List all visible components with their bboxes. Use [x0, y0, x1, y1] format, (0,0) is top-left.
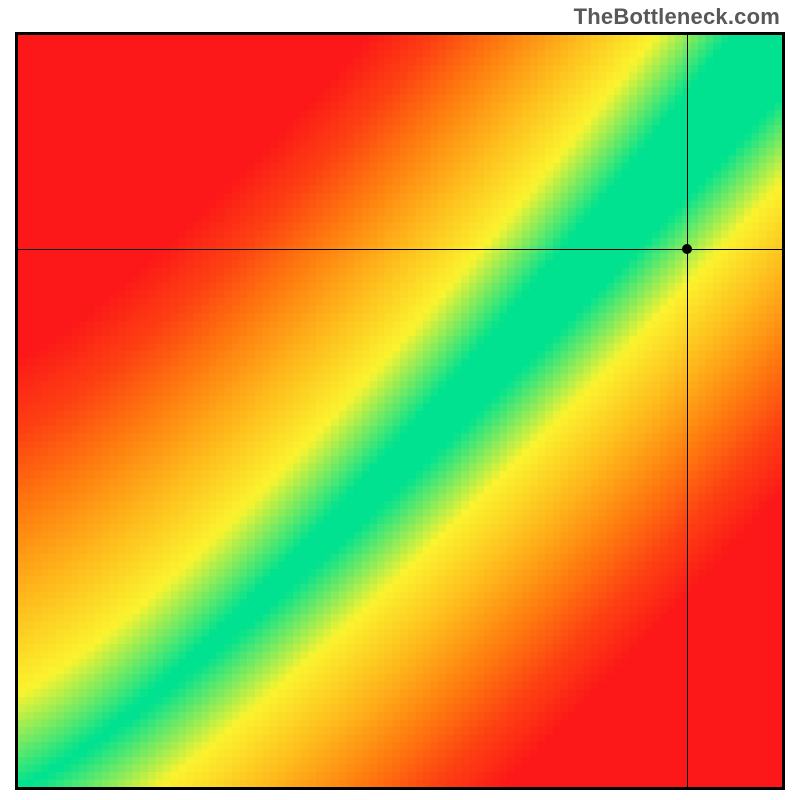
marker-dot [682, 244, 692, 254]
crosshair-horizontal [18, 249, 782, 250]
plot-frame [15, 32, 785, 790]
crosshair-vertical [687, 35, 688, 787]
chart-container: TheBottleneck.com [0, 0, 800, 800]
watermark-text: TheBottleneck.com [574, 4, 780, 30]
bottleneck-heatmap [18, 35, 782, 787]
